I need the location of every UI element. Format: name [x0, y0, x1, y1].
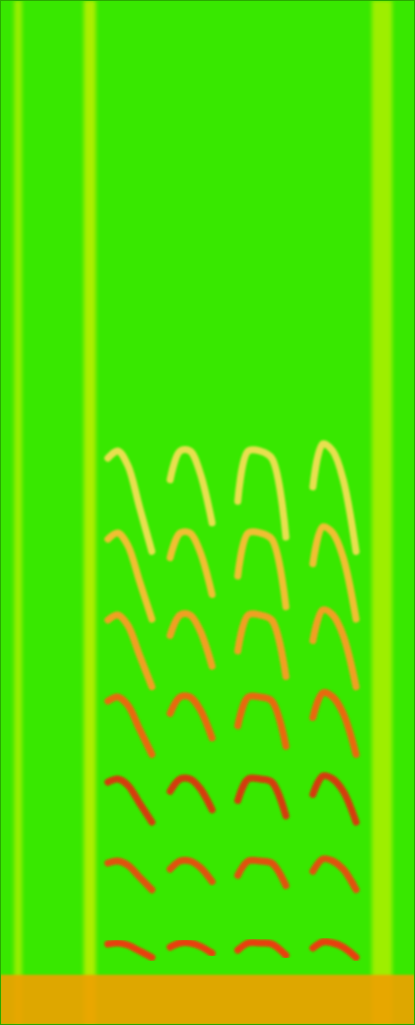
harmonic-contour — [313, 444, 356, 552]
harmonic-contour — [170, 778, 212, 810]
harmonic-contour — [238, 532, 286, 607]
harmonic-contour — [238, 450, 286, 538]
harmonic-contour — [238, 614, 286, 677]
harmonic-contour — [238, 778, 286, 816]
harmonic-contour — [108, 615, 152, 687]
harmonic-contour — [170, 450, 212, 523]
harmonic-contour — [170, 860, 212, 881]
harmonic-contour — [108, 451, 152, 551]
plot-area — [0, 0, 415, 1025]
harmonic-contour — [238, 696, 286, 746]
harmonic-contour — [313, 776, 356, 822]
plot-frame — [1, 1, 415, 1025]
harmonic-contour — [108, 861, 152, 890]
harmonic-contour — [170, 696, 212, 738]
harmonic-contour — [170, 532, 212, 595]
harmonic-contour — [238, 860, 286, 885]
harmonic-contour — [313, 527, 356, 619]
harmonic-contour — [238, 942, 286, 955]
harmonic-contour — [108, 697, 152, 754]
noise-band — [14, 0, 22, 1025]
harmonic-contour — [170, 943, 212, 954]
harmonic-contour — [313, 942, 356, 958]
floor-band — [0, 975, 415, 1025]
noise-band — [372, 0, 392, 1025]
harmonic-contour — [313, 859, 356, 890]
noise-band — [84, 0, 96, 1025]
harmonic-contour — [170, 614, 212, 667]
harmonic-contour — [108, 943, 152, 957]
spectrogram-chart — [0, 0, 415, 1025]
harmonic-contour — [313, 693, 356, 755]
harmonic-contour — [108, 533, 152, 619]
harmonic-contour — [313, 610, 356, 687]
background — [0, 0, 415, 1025]
harmonic-contour — [108, 779, 152, 822]
